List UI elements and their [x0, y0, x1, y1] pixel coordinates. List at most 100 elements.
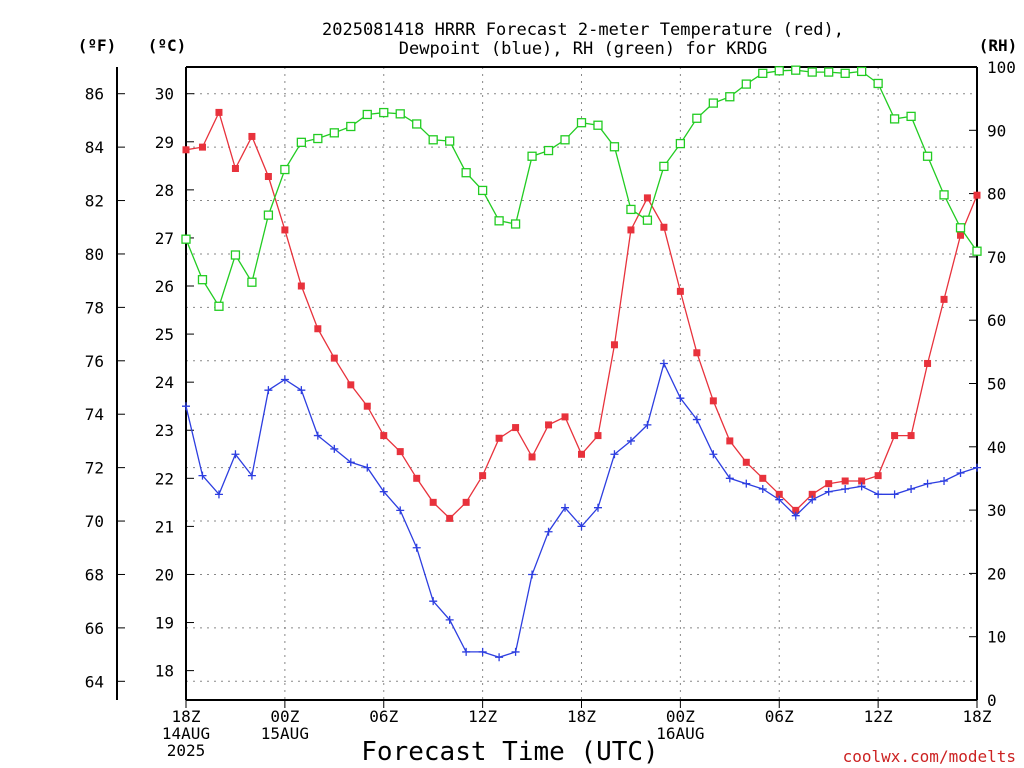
rh-axis-unit: (RH) [979, 36, 1018, 55]
data-point [182, 146, 190, 154]
data-point [495, 653, 504, 662]
data-point [214, 301, 224, 311]
celsius-tick-label: 30 [155, 85, 174, 104]
data-point [807, 67, 817, 77]
data-point [973, 463, 981, 472]
time-tick-label: 06Z [369, 707, 398, 726]
x-axis-label: Forecast Time (UTC) [361, 737, 658, 767]
data-point [841, 485, 850, 493]
data-point [726, 437, 734, 445]
data-point [494, 216, 504, 226]
data-point [512, 424, 520, 432]
data-point [363, 463, 372, 472]
data-point [297, 282, 305, 290]
time-tick-label: 2025 [167, 741, 206, 760]
fahrenheit-tick-label: 68 [85, 565, 104, 584]
celsius-tick-label: 18 [155, 662, 174, 681]
data-point [429, 498, 437, 506]
data-point [412, 543, 421, 552]
data-point [675, 138, 686, 149]
data-point [923, 479, 932, 488]
fahrenheit-tick-label: 82 [85, 192, 104, 211]
data-point [576, 118, 587, 128]
data-point [510, 219, 521, 229]
rh-tick-label: 90 [987, 121, 1006, 140]
data-point [741, 79, 751, 89]
chart-title-line-1: 2025081418 HRRR Forecast 2-meter Tempera… [322, 20, 844, 40]
data-point [428, 135, 438, 145]
rh-tick-label: 60 [987, 311, 1006, 330]
data-point [642, 215, 653, 225]
data-point [889, 114, 900, 124]
series-temperature [182, 108, 981, 522]
data-point [363, 402, 371, 410]
data-point [907, 485, 916, 493]
data-point [692, 415, 701, 424]
data-point [659, 161, 669, 172]
data-point [709, 450, 718, 459]
data-point [692, 113, 702, 123]
data-point [873, 78, 883, 89]
data-point [874, 472, 882, 480]
data-point [296, 137, 307, 147]
axes [116, 66, 978, 701]
fahrenheit-tick-label: 76 [85, 352, 104, 371]
data-point [527, 151, 537, 161]
data-point [247, 277, 257, 287]
time-tick-label: 12Z [864, 707, 893, 726]
chart-title-line-2: Dewpoint (blue), RH (green) for KRDG [399, 39, 767, 59]
fahrenheit-tick-label: 70 [85, 512, 104, 531]
celsius-axis-unit: (ºC) [148, 36, 187, 55]
data-point [346, 458, 355, 467]
data-point [577, 522, 586, 531]
data-point [775, 490, 783, 498]
data-point [198, 143, 206, 151]
data-point [659, 359, 668, 368]
fahrenheit-tick-label: 66 [85, 619, 104, 638]
data-point [215, 108, 223, 116]
rh-tick-label: 70 [987, 248, 1006, 267]
fahrenheit-axis: 64 66 68 70 72 74 76 78 80 82 84 86 [85, 85, 125, 691]
data-point [297, 386, 306, 395]
fahrenheit-tick-label: 64 [85, 672, 104, 691]
celsius-tick-label: 20 [155, 565, 174, 584]
data-point [824, 487, 833, 496]
data-point [461, 168, 471, 178]
data-point [593, 503, 602, 512]
data-point [543, 145, 554, 156]
data-point [973, 191, 981, 199]
data-point [856, 66, 867, 77]
data-point [462, 498, 470, 506]
time-tick-label: 14AUG [162, 724, 210, 743]
time-tick-label: 18Z [963, 707, 992, 726]
rh-tick-label: 30 [987, 501, 1006, 520]
data-point [495, 434, 503, 442]
data-point [791, 65, 801, 75]
data-point [379, 107, 389, 118]
data-point [824, 67, 834, 77]
data-point [774, 66, 784, 76]
rh-axis: 0 10 20 30 40 50 60 70 80 90 100 [969, 58, 1016, 710]
time-tick-label: 06Z [765, 707, 794, 726]
celsius-tick-label: 26 [155, 277, 174, 296]
data-series [181, 65, 982, 662]
fahrenheit-tick-label: 74 [85, 405, 104, 424]
data-point [643, 420, 652, 429]
data-point [230, 250, 241, 260]
data-point [594, 432, 602, 440]
celsius-tick-label: 28 [155, 181, 174, 200]
data-point [462, 647, 471, 656]
data-point [395, 109, 405, 119]
data-point [197, 275, 208, 285]
data-point [858, 477, 866, 485]
data-point [528, 453, 536, 461]
data-point [906, 111, 916, 122]
rh-tick-label: 100 [987, 58, 1016, 77]
fahrenheit-tick-label: 84 [85, 138, 104, 157]
data-point [676, 394, 685, 403]
data-point [231, 450, 240, 459]
time-tick-label: 00Z [666, 707, 695, 726]
data-point [890, 490, 899, 499]
data-point [841, 477, 849, 485]
